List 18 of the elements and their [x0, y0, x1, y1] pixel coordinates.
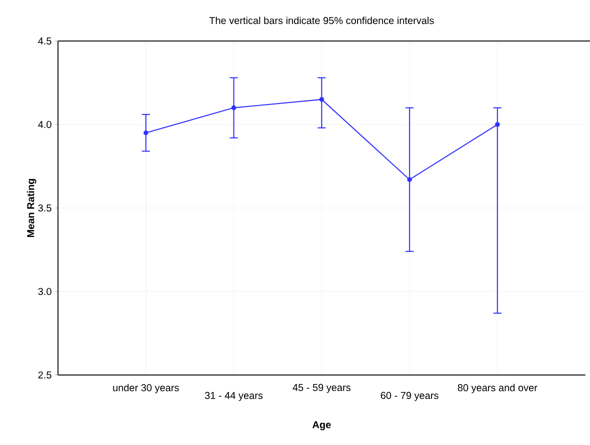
- point: [143, 130, 148, 136]
- y-tick-label: 4.5: [38, 38, 52, 44]
- y-tick-label: 2.5: [38, 371, 52, 379]
- y-tick-label: 3.5: [38, 204, 52, 212]
- y-tick-label: 4.0: [38, 120, 52, 128]
- x-tick-label: 60 - 79 years: [380, 392, 438, 401]
- point: [407, 177, 412, 182]
- x-tick-label: 31 - 44 years: [204, 392, 263, 401]
- x-tick-label: 45 - 59 years: [292, 384, 350, 393]
- x-tick-label: 80 years and over: [458, 384, 538, 394]
- chart-title: The vertical bars indicate 95% confidence intervals: [209, 16, 434, 24]
- x-tick-label: under 30 years: [113, 384, 179, 394]
- x-axis-title: Age: [312, 421, 331, 430]
- y-tick-label: 3.0: [38, 288, 52, 296]
- point: [231, 105, 236, 110]
- y-axis-title: Mean Rating: [26, 178, 36, 238]
- point: [319, 97, 324, 102]
- point: [495, 122, 500, 127]
